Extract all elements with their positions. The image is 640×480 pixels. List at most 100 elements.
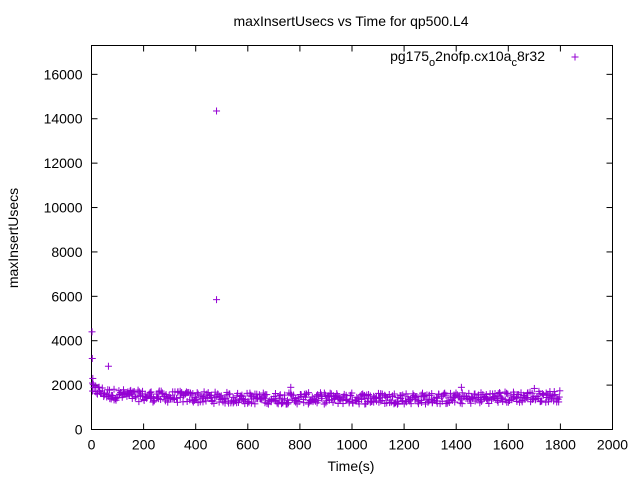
data-point bbox=[295, 398, 303, 406]
data-point bbox=[458, 400, 466, 408]
x-tick-label: 2000 bbox=[597, 437, 628, 453]
x-tick-label: 1800 bbox=[545, 437, 576, 453]
data-point bbox=[496, 389, 504, 397]
data-point bbox=[318, 395, 326, 403]
data-point bbox=[442, 391, 450, 399]
data-point bbox=[310, 395, 318, 403]
data-point bbox=[353, 393, 361, 401]
data-point bbox=[244, 398, 252, 406]
data-point bbox=[217, 392, 225, 400]
legend-sub-o: o bbox=[429, 57, 435, 69]
data-point bbox=[103, 393, 111, 401]
data-point bbox=[323, 397, 331, 405]
data-point bbox=[556, 387, 564, 395]
data-point bbox=[263, 391, 271, 399]
data-point bbox=[467, 399, 475, 407]
data-point-outlier bbox=[88, 354, 96, 362]
data-point bbox=[305, 389, 313, 397]
x-tick-label: 1600 bbox=[493, 437, 524, 453]
x-tick-label: 600 bbox=[236, 437, 260, 453]
data-point bbox=[234, 398, 242, 406]
data-point bbox=[542, 389, 550, 397]
y-tick-label: 8000 bbox=[51, 244, 82, 260]
data-point bbox=[329, 398, 337, 406]
data-point bbox=[131, 394, 139, 402]
data-point bbox=[251, 400, 259, 408]
data-point bbox=[471, 390, 479, 398]
data-point bbox=[482, 391, 490, 399]
data-point bbox=[456, 399, 464, 407]
legend: pg175o2nofp.cx10ac8r32 bbox=[390, 48, 579, 69]
legend-part-a: pg175 bbox=[390, 48, 429, 64]
x-tick-label: 1200 bbox=[389, 437, 420, 453]
data-point bbox=[115, 387, 123, 395]
legend-marker bbox=[571, 53, 579, 61]
data-point-outlier bbox=[457, 383, 465, 391]
y-tick-label: 16000 bbox=[44, 66, 83, 82]
data-point bbox=[428, 390, 436, 398]
data-point bbox=[528, 389, 536, 397]
data-point bbox=[478, 397, 486, 405]
x-tick-label: 200 bbox=[132, 437, 156, 453]
legend-part-e: 8r32 bbox=[517, 48, 545, 64]
data-point bbox=[271, 389, 279, 397]
data-point bbox=[536, 398, 544, 406]
data-point bbox=[210, 399, 218, 407]
data-point bbox=[238, 391, 246, 399]
data-point bbox=[189, 390, 197, 398]
data-point bbox=[503, 389, 511, 397]
data-point bbox=[246, 389, 254, 397]
data-point bbox=[247, 399, 255, 407]
data-point bbox=[476, 399, 484, 407]
plot-frame bbox=[91, 45, 613, 430]
data-point bbox=[134, 386, 142, 394]
data-point bbox=[390, 390, 398, 398]
data-point bbox=[186, 396, 194, 404]
data-point bbox=[287, 390, 295, 398]
data-point-outlier bbox=[104, 362, 112, 370]
data-point bbox=[226, 390, 234, 398]
data-point bbox=[348, 389, 356, 397]
data-point bbox=[493, 396, 501, 404]
y-tick-label: 6000 bbox=[51, 288, 82, 304]
y-axis-label: maxInsertUsecs bbox=[5, 188, 21, 288]
y-tick-label: 12000 bbox=[44, 155, 83, 171]
x-tick-label: 1400 bbox=[441, 437, 472, 453]
data-point bbox=[173, 394, 181, 402]
y-tick-label: 4000 bbox=[51, 333, 82, 349]
data-point bbox=[276, 392, 284, 400]
x-tick-label: 0 bbox=[88, 437, 96, 453]
data-point bbox=[555, 398, 563, 406]
data-point bbox=[550, 388, 558, 396]
data-point bbox=[555, 393, 563, 401]
legend-label: pg175o2nofp.cx10ac8r32 bbox=[390, 48, 545, 69]
legend-marker-plus bbox=[571, 53, 579, 61]
x-tick-label: 800 bbox=[288, 437, 312, 453]
data-point bbox=[345, 397, 353, 405]
data-point bbox=[147, 388, 155, 396]
data-point bbox=[359, 390, 367, 398]
data-point bbox=[494, 398, 502, 406]
y-tick-label: 10000 bbox=[44, 200, 83, 216]
data-point bbox=[397, 392, 405, 400]
data-point bbox=[333, 390, 341, 398]
data-point bbox=[509, 394, 517, 402]
legend-part-c: 2nofp.cx10a bbox=[435, 48, 511, 64]
data-point bbox=[495, 389, 503, 397]
data-point bbox=[89, 387, 97, 395]
data-point bbox=[98, 384, 106, 392]
data-point-outlier bbox=[530, 384, 538, 392]
data-point bbox=[551, 391, 559, 399]
data-point bbox=[285, 399, 293, 407]
data-point bbox=[467, 393, 475, 401]
data-point bbox=[402, 390, 410, 398]
legend-sub-c: c bbox=[511, 57, 517, 69]
data-point bbox=[202, 397, 210, 405]
data-point-outlier bbox=[213, 296, 221, 304]
data-point bbox=[148, 393, 156, 401]
data-point bbox=[176, 393, 184, 401]
data-point bbox=[452, 389, 460, 397]
data-point-outlier bbox=[89, 374, 97, 382]
data-point bbox=[433, 394, 441, 402]
data-point bbox=[338, 394, 346, 402]
